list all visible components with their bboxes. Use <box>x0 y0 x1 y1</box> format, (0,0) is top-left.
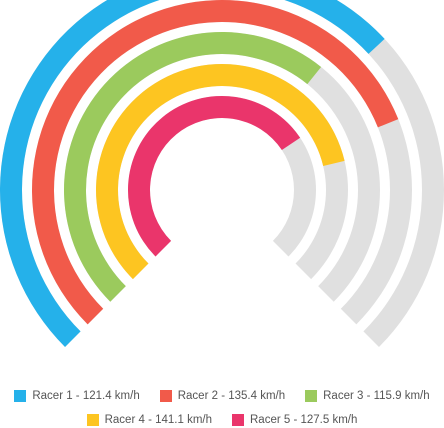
legend-label-racer-1: Racer 1 - 121.4 km/h <box>32 390 140 402</box>
radial-bar-chart <box>0 0 444 347</box>
legend-label-racer-5: Racer 5 - 127.5 km/h <box>250 414 358 426</box>
bar-racer-5[interactable] <box>127 95 301 257</box>
bar-racer-3[interactable] <box>63 31 322 302</box>
legend-row-2: Racer 4 - 141.1 km/h Racer 5 - 127.5 km/… <box>0 414 444 426</box>
legend-item-racer-1[interactable]: Racer 1 - 121.4 km/h <box>14 390 140 402</box>
legend-swatch-racer-2 <box>159 390 172 402</box>
bar-racer-1[interactable] <box>0 0 385 347</box>
legend-item-racer-2[interactable]: Racer 2 - 135.4 km/h <box>159 390 286 402</box>
legend-row-1: Racer 1 - 121.4 km/h Racer 2 - 135.4 km/… <box>0 390 444 402</box>
bar-racer-2[interactable] <box>32 0 399 325</box>
bar-racer-4[interactable] <box>96 64 345 280</box>
legend-label-racer-4: Racer 4 - 141.1 km/h <box>104 414 212 426</box>
legend-swatch-racer-3 <box>305 390 318 402</box>
legend-item-racer-3[interactable]: Racer 3 - 115.9 km/h <box>305 390 430 402</box>
legend-item-racer-4[interactable]: Racer 4 - 141.1 km/h <box>86 414 212 426</box>
legend-swatch-racer-1 <box>14 390 27 402</box>
legend-label-racer-2: Racer 2 - 135.4 km/h <box>177 390 286 402</box>
legend-item-racer-5[interactable]: Racer 5 - 127.5 km/h <box>232 414 357 426</box>
legend-label-racer-3: Racer 3 - 115.9 km/h <box>323 390 430 402</box>
legend-swatch-racer-4 <box>86 414 99 426</box>
legend-swatch-racer-5 <box>232 414 244 426</box>
